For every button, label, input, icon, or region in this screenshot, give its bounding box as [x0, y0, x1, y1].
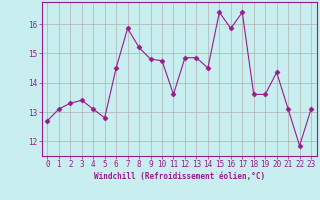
- X-axis label: Windchill (Refroidissement éolien,°C): Windchill (Refroidissement éolien,°C): [94, 172, 265, 181]
